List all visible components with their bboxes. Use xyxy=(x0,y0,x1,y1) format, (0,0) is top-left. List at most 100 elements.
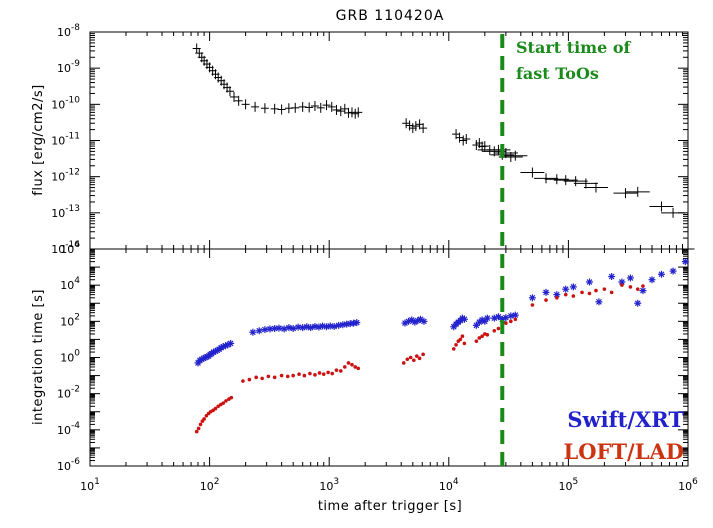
loft-lad-point xyxy=(297,372,301,376)
top-y-axis-title: flux [erg/cm2/s] xyxy=(31,84,46,195)
loft-lad-point xyxy=(504,321,508,325)
loft-lad-point xyxy=(587,291,592,296)
loft-lad-point xyxy=(356,366,361,371)
loft-lad-point xyxy=(321,372,326,376)
y-tick-label: 10-9 xyxy=(57,59,80,75)
loft-lad-point xyxy=(496,326,501,331)
swift-xrt-point xyxy=(585,278,593,286)
flux-point xyxy=(462,134,471,145)
y-tick-label: 10-6 xyxy=(57,457,80,473)
flux-point xyxy=(344,107,353,118)
loft-lad-point xyxy=(194,429,199,434)
loft-lad-point xyxy=(213,406,218,411)
swift-xrt-point xyxy=(249,328,257,336)
swift-xrt-point xyxy=(353,319,361,327)
y-tick-label: 10-14 xyxy=(51,240,80,256)
chart-title: GRB 110420A xyxy=(336,8,445,24)
loft-lad-point xyxy=(530,303,535,307)
swift-xrt-point xyxy=(639,287,647,295)
legend-loft-lad: LOFT/LAD xyxy=(563,439,684,464)
loft-lad-point xyxy=(338,369,343,373)
swift-xrt-point xyxy=(323,323,331,331)
loft-lad-point xyxy=(609,290,614,295)
flux-point xyxy=(340,103,349,114)
swift-xrt-point xyxy=(634,299,642,307)
integration-series xyxy=(194,258,689,434)
loft-lad-point xyxy=(421,352,425,357)
swift-xrt-point xyxy=(319,322,327,330)
flux-point xyxy=(503,150,528,161)
loft-lad-point xyxy=(477,336,482,340)
annotation-line-2: fast ToOs xyxy=(516,64,599,83)
loft-lad-point xyxy=(224,399,228,403)
loft-lad-point xyxy=(480,334,484,339)
loft-lad-point xyxy=(628,285,633,289)
loft-lad-point xyxy=(571,294,576,298)
loft-lad-point xyxy=(229,395,234,400)
loft-lad-point xyxy=(247,377,252,382)
flux-point xyxy=(277,104,286,115)
loft-lad-point xyxy=(555,296,559,300)
loft-lad-point xyxy=(279,373,284,378)
loft-lad-point xyxy=(474,339,479,343)
y-tick-label: 100 xyxy=(60,349,80,365)
flux-point xyxy=(419,123,428,134)
flux-point xyxy=(573,178,598,189)
y-tick-label: 10-12 xyxy=(51,168,80,184)
loft-lad-point xyxy=(462,341,467,346)
swift-xrt-point xyxy=(275,324,283,332)
loft-lad-point xyxy=(580,290,584,295)
x-axis-title: time after trigger [s] xyxy=(318,499,462,514)
loft-lad-point xyxy=(594,288,598,293)
flux-point xyxy=(322,100,331,111)
loft-lad-point xyxy=(401,361,406,365)
flux-point xyxy=(234,95,243,106)
y-tick-label: 104 xyxy=(60,276,80,292)
loft-lad-point xyxy=(334,368,339,372)
flux-point xyxy=(402,118,411,129)
swift-xrt-point xyxy=(681,258,689,266)
swift-xrt-point xyxy=(626,274,634,282)
flux-point xyxy=(625,186,650,197)
swift-xrt-point xyxy=(618,278,626,286)
loft-lad-point xyxy=(544,298,548,302)
loft-lad-point xyxy=(412,358,416,363)
loft-lad-point xyxy=(635,287,640,291)
swift-xrt-point xyxy=(569,283,577,291)
loft-lad-point xyxy=(308,371,312,376)
x-tick-label: 105 xyxy=(559,477,579,493)
swift-xrt-point xyxy=(227,339,235,347)
flux-point xyxy=(270,103,279,114)
loft-lad-point xyxy=(272,375,277,380)
loft-lad-point xyxy=(509,319,513,324)
loft-lad-point xyxy=(405,357,410,362)
flux-point xyxy=(291,102,300,113)
swift-xrt-point xyxy=(528,294,536,302)
loft-lad-point xyxy=(353,365,358,369)
x-tick-label: 104 xyxy=(439,477,459,493)
flux-point xyxy=(251,101,260,112)
loft-lad-point xyxy=(266,374,271,379)
bottom-y-axis-title: integration time [s] xyxy=(31,289,46,425)
flux-point xyxy=(336,106,345,117)
flux-point xyxy=(583,182,608,193)
flux-point xyxy=(225,86,234,97)
loft-lad-point xyxy=(485,333,490,337)
flux-point xyxy=(241,99,250,110)
swift-xrt-point xyxy=(294,323,302,331)
y-tick-label: 10-4 xyxy=(57,421,80,437)
swift-xrt-point xyxy=(285,324,293,332)
loft-lad-point xyxy=(221,401,226,405)
swift-xrt-point xyxy=(460,315,468,323)
swift-xrt-point xyxy=(255,327,263,335)
y-tick-label: 102 xyxy=(60,312,80,328)
y-tick-label: 10-10 xyxy=(51,95,80,111)
x-tick-label: 101 xyxy=(80,477,100,493)
flux-point xyxy=(405,120,414,131)
x-tick-label: 106 xyxy=(678,477,698,493)
swift-xrt-point xyxy=(608,273,616,281)
annotation-line-1: Start time of xyxy=(516,38,632,57)
loft-lad-point xyxy=(408,355,413,360)
